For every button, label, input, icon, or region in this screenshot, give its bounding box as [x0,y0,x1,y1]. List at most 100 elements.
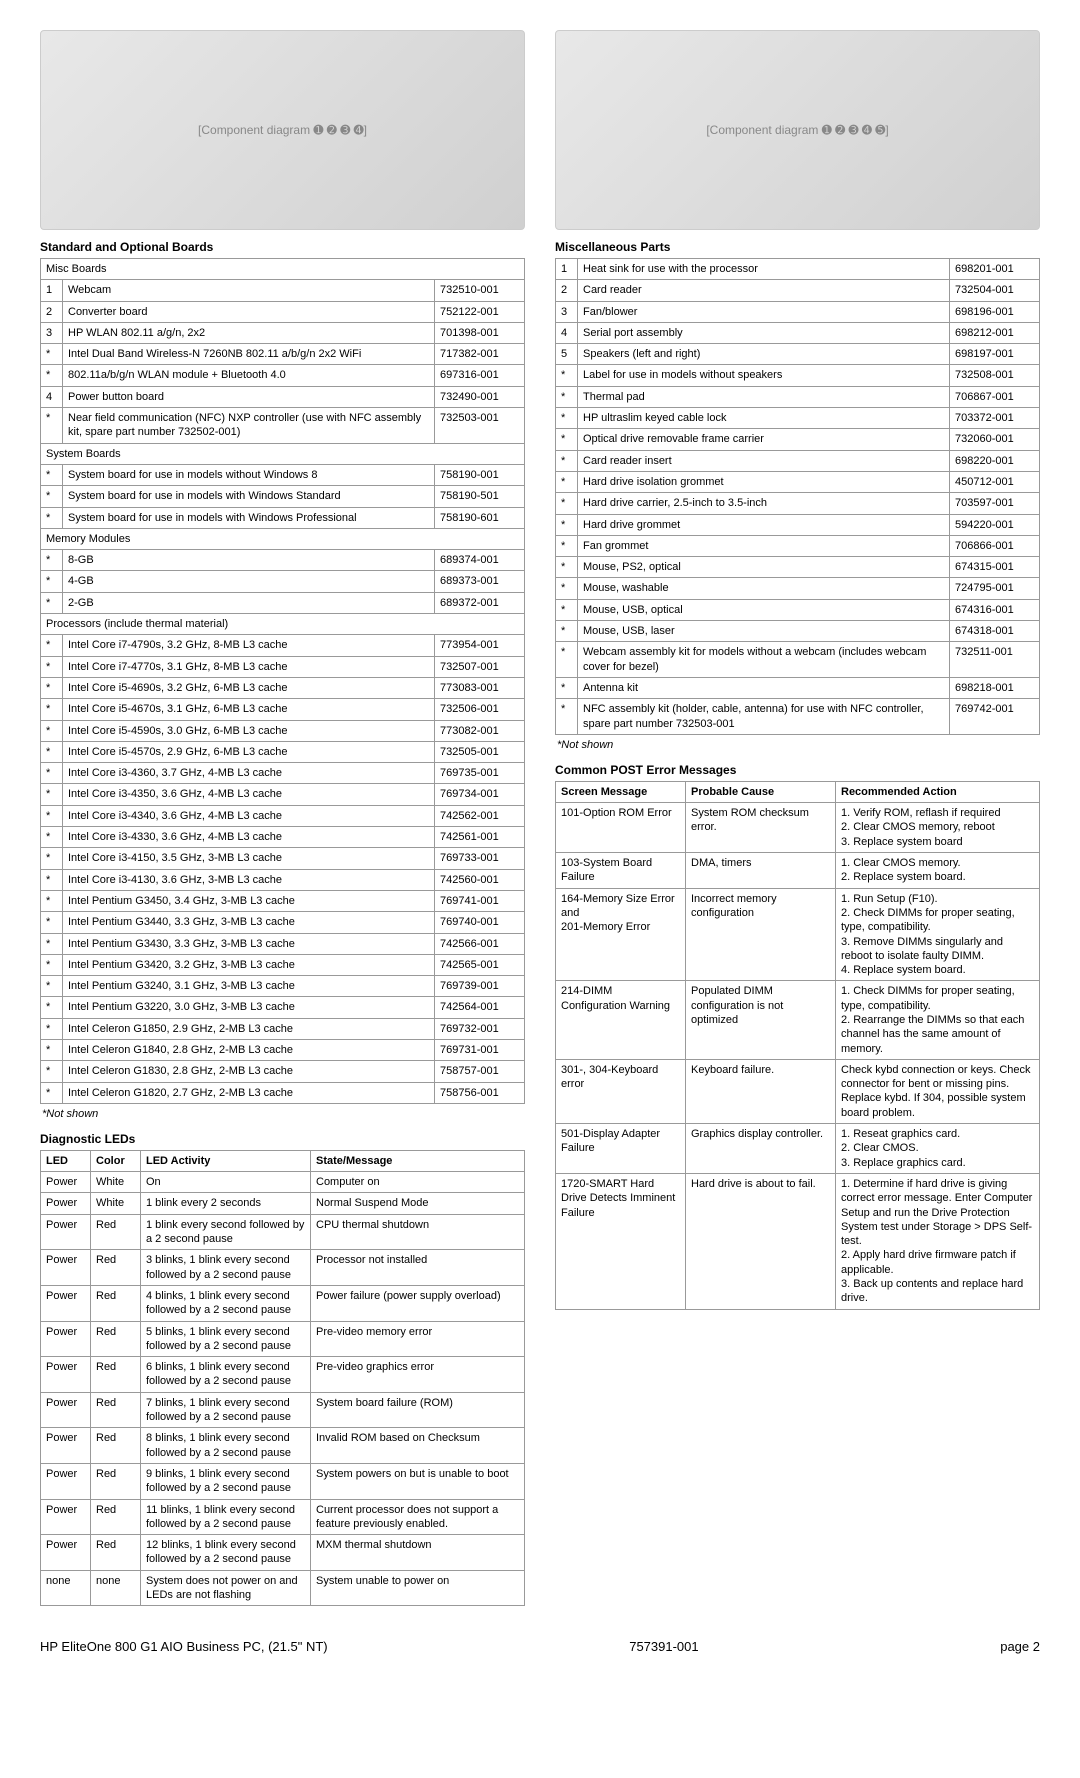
cell: 1. Check DIMMs for proper seating, type,… [836,981,1040,1059]
table-row: 103-System Board FailureDMA, timers1. Cl… [556,853,1040,889]
row-index: * [41,507,63,528]
row-partnum: 742564-001 [435,997,525,1018]
row-description: Intel Dual Band Wireless-N 7260NB 802.11… [63,344,435,365]
table-row: 3HP WLAN 802.11 a/g/n, 2x2701398-001 [41,322,525,343]
column-header: LED Activity [141,1150,311,1171]
row-description: Intel Celeron G1830, 2.8 GHz, 2-MB L3 ca… [63,1061,435,1082]
row-partnum: 732506-001 [435,699,525,720]
table-row: 1Webcam732510-001 [41,280,525,301]
row-index: * [556,514,578,535]
table-row: *Intel Core i5-4570s, 2.9 GHz, 6-MB L3 c… [41,741,525,762]
row-partnum: 732504-001 [950,280,1040,301]
row-partnum: 450712-001 [950,471,1040,492]
row-index: * [41,805,63,826]
row-partnum: 689372-001 [435,592,525,613]
not-shown-note: *Not shown [42,1108,525,1120]
cell: Red [91,1499,141,1535]
leds-table: LEDColorLED ActivityState/Message PowerW… [40,1150,525,1606]
cell: 1. Verify ROM, reflash if required 2. Cl… [836,803,1040,853]
row-partnum: 732060-001 [950,429,1040,450]
table-row: *Intel Celeron G1820, 2.7 GHz, 2-MB L3 c… [41,1082,525,1103]
cell: Power [41,1214,91,1250]
cell: Check kybd connection or keys. Check con… [836,1059,1040,1123]
cell: White [91,1193,141,1214]
table-row: *Intel Core i7-4770s, 3.1 GHz, 8-MB L3 c… [41,656,525,677]
footer-center: 757391-001 [629,1639,698,1654]
row-partnum: 594220-001 [950,514,1040,535]
cell: 1. Reseat graphics card. 2. Clear CMOS. … [836,1124,1040,1174]
table-row: *Hard drive isolation grommet450712-001 [556,471,1040,492]
table-row: *Optical drive removable frame carrier73… [556,429,1040,450]
column-header: Probable Cause [686,781,836,802]
row-description: Intel Pentium G3450, 3.4 GHz, 3-MB L3 ca… [63,890,435,911]
row-partnum: 732507-001 [435,656,525,677]
row-index: * [41,720,63,741]
row-partnum: 698218-001 [950,677,1040,698]
cell: 7 blinks, 1 blink every second followed … [141,1392,311,1428]
row-description: 4-GB [63,571,435,592]
cell: Red [91,1214,141,1250]
column-header: Color [91,1150,141,1171]
table-row: *Intel Celeron G1840, 2.8 GHz, 2-MB L3 c… [41,1039,525,1060]
row-partnum: 689373-001 [435,571,525,592]
row-index: * [41,741,63,762]
cell: 8 blinks, 1 blink every second followed … [141,1428,311,1464]
table-row: *Intel Core i3-4340, 3.6 GHz, 4-MB L3 ca… [41,805,525,826]
row-partnum: 742562-001 [435,805,525,826]
cell: 301-, 304-Keyboard error [556,1059,686,1123]
table-row: 1720-SMART Hard Drive Detects Imminent F… [556,1173,1040,1309]
row-index: * [41,1082,63,1103]
row-partnum: 758756-001 [435,1082,525,1103]
cell: Incorrect memory configuration [686,888,836,981]
table-row: *System board for use in models with Win… [41,507,525,528]
row-description: Converter board [63,301,435,322]
misc-boards-header: Misc Boards [41,259,525,280]
table-row: 501-Display Adapter FailureGraphics disp… [556,1124,1040,1174]
row-index: * [41,635,63,656]
cell: 5 blinks, 1 blink every second followed … [141,1321,311,1357]
row-partnum: 732505-001 [435,741,525,762]
misc-parts-title: Miscellaneous Parts [555,240,1040,254]
cell: Keyboard failure. [686,1059,836,1123]
cell: Power [41,1499,91,1535]
row-partnum: 769731-001 [435,1039,525,1060]
row-index: * [556,677,578,698]
row-description: Intel Pentium G3430, 3.3 GHz, 3-MB L3 ca… [63,933,435,954]
row-index: * [41,592,63,613]
table-row: *Intel Core i3-4360, 3.7 GHz, 4-MB L3 ca… [41,763,525,784]
row-index: 3 [41,322,63,343]
row-partnum: 698196-001 [950,301,1040,322]
row-description: Hard drive isolation grommet [578,471,950,492]
row-index: * [41,827,63,848]
cell: 6 blinks, 1 blink every second followed … [141,1357,311,1393]
table-row: PowerRed4 blinks, 1 blink every second f… [41,1285,525,1321]
row-description: Mouse, USB, laser [578,621,950,642]
row-partnum: 769733-001 [435,848,525,869]
table-row: 1Heat sink for use with the processor698… [556,259,1040,280]
row-description: Label for use in models without speakers [578,365,950,386]
cell: Graphics display controller. [686,1124,836,1174]
table-row: 4Serial port assembly698212-001 [556,322,1040,343]
table-row: *Intel Core i5-4670s, 3.1 GHz, 6-MB L3 c… [41,699,525,720]
table-row: PowerRed3 blinks, 1 blink every second f… [41,1250,525,1286]
row-index: 5 [556,344,578,365]
table-row: *Intel Core i3-4130, 3.6 GHz, 3-MB L3 ca… [41,869,525,890]
row-partnum: 698212-001 [950,322,1040,343]
table-row: *Near field communication (NFC) NXP cont… [41,408,525,444]
cell: Hard drive is about to fail. [686,1173,836,1309]
cell: Red [91,1428,141,1464]
table-row: PowerRed6 blinks, 1 blink every second f… [41,1357,525,1393]
table-row: *Webcam assembly kit for models without … [556,642,1040,678]
table-row: *Thermal pad706867-001 [556,386,1040,407]
row-index: * [41,344,63,365]
row-index: * [41,486,63,507]
leds-title: Diagnostic LEDs [40,1132,525,1146]
row-index: * [556,621,578,642]
row-index: 2 [41,301,63,322]
cell: 1. Clear CMOS memory. 2. Replace system … [836,853,1040,889]
row-partnum: 769732-001 [435,1018,525,1039]
table-row: *Intel Pentium G3440, 3.3 GHz, 3-MB L3 c… [41,912,525,933]
cell: System powers on but is unable to boot [311,1463,525,1499]
row-partnum: 773083-001 [435,677,525,698]
row-description: Webcam assembly kit for models without a… [578,642,950,678]
